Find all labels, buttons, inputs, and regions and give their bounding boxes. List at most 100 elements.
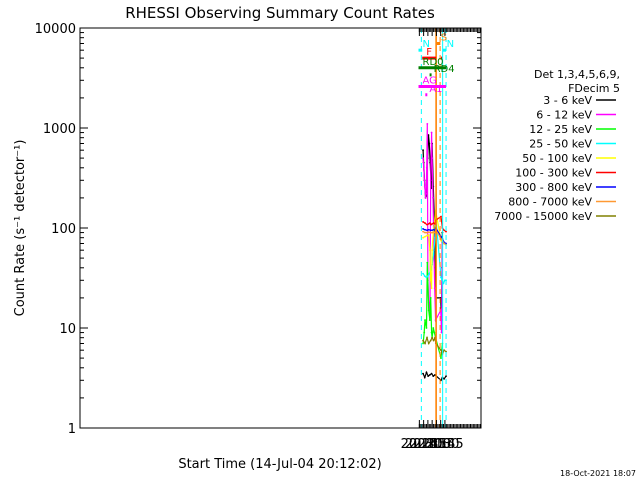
series-point <box>427 231 430 233</box>
series-point <box>425 327 428 329</box>
series-point <box>427 309 430 312</box>
series-point <box>429 339 432 342</box>
series-point <box>443 377 445 380</box>
series-point <box>431 249 434 252</box>
series-point <box>428 319 431 321</box>
series-point <box>424 342 426 345</box>
series-point <box>429 231 432 234</box>
series-point <box>428 373 431 376</box>
flag-label: RD0 <box>423 57 444 68</box>
series-point <box>423 331 426 334</box>
series-point <box>427 342 430 345</box>
series-point <box>431 229 434 232</box>
legend-entry-label: 7000 - 15000 keV <box>494 210 592 223</box>
series-point <box>422 227 424 230</box>
series-point <box>432 375 435 378</box>
legend-entry-label: 25 - 50 keV <box>529 138 592 151</box>
series-point <box>425 166 428 169</box>
series-point <box>429 279 432 282</box>
series-point <box>426 231 428 234</box>
series-point <box>422 236 424 239</box>
legend-entry-label: 100 - 300 keV <box>515 167 592 180</box>
series-point <box>422 372 424 375</box>
series-point <box>424 231 426 234</box>
series-point <box>427 375 430 378</box>
flag-label: N <box>447 39 454 50</box>
series-point <box>424 228 426 231</box>
series-point <box>426 223 428 226</box>
series-point <box>422 230 424 233</box>
series-point <box>430 372 433 375</box>
series-point <box>432 231 435 233</box>
series-point <box>433 287 436 290</box>
series-point <box>432 327 435 329</box>
series-point <box>429 179 432 182</box>
series-point <box>428 272 431 275</box>
y-axis-label: Count Rate (s⁻¹ detector⁻¹) <box>13 140 28 317</box>
axis-layer: 1 10 100 1000 10000 20:1520:3020:4521:0021:15… <box>35 22 481 452</box>
legend: Det 1,3,4,5,6,9,FDecim 53 - 6 keV 6 - 12 … <box>494 68 620 223</box>
series-point <box>432 339 435 342</box>
series-point <box>430 131 433 134</box>
series-point <box>422 342 424 345</box>
series-point <box>422 149 424 152</box>
series-point <box>443 242 445 245</box>
series-point <box>423 185 426 188</box>
x-tick-label: 20:30 <box>405 437 442 452</box>
y-tick-label: 1000 <box>43 122 76 137</box>
x-tick-label: 21:45 <box>426 437 463 452</box>
series-point <box>423 169 425 171</box>
footer-timestamp: 18-Oct-2021 18:07 <box>560 469 636 478</box>
x-tick-label: 21:00 <box>413 437 450 452</box>
flag-label: F <box>426 47 432 58</box>
series-layer <box>422 122 447 382</box>
series-point <box>425 192 428 195</box>
series-point <box>440 276 442 279</box>
y-tick-label: 10 <box>59 322 76 337</box>
series-point <box>429 229 432 232</box>
series-point <box>431 336 434 339</box>
series-point <box>426 261 429 264</box>
series-point <box>428 249 431 252</box>
legend-header: FDecim 5 <box>568 82 620 95</box>
series-point <box>431 222 434 225</box>
series-point <box>426 336 428 339</box>
series-point <box>425 276 428 279</box>
series-point <box>428 222 431 224</box>
series-point <box>424 319 426 321</box>
chart-title: RHESSI Observing Summary Count Rates <box>125 4 435 22</box>
series-point <box>427 234 430 236</box>
legend-entry-label: 800 - 7000 keV <box>508 196 592 209</box>
series-point <box>443 229 445 232</box>
series-point <box>433 331 436 334</box>
series-point <box>427 228 430 231</box>
series-point <box>443 349 445 352</box>
series-point <box>430 331 433 334</box>
series-point <box>422 339 424 342</box>
flag-label: S <box>441 32 447 43</box>
series-point <box>440 357 442 360</box>
legend-entry-label: 3 - 6 keV <box>543 94 592 107</box>
y-tick-label: 10000 <box>35 22 76 37</box>
legend-entry-label: 50 - 100 keV <box>522 152 592 165</box>
series-point <box>424 235 426 238</box>
legend-entry-label: 6 - 12 keV <box>536 109 592 122</box>
flag-label: N <box>423 39 430 50</box>
series-point <box>445 230 447 233</box>
series-point <box>424 222 426 224</box>
series-point <box>440 349 442 352</box>
series-point <box>423 275 426 278</box>
x-tick-label: 20:15 <box>401 437 438 452</box>
series-point <box>440 331 443 334</box>
series-point <box>429 296 432 299</box>
series-point <box>431 157 434 160</box>
series-point <box>430 287 433 290</box>
legend-header: Det 1,3,4,5,6,9, <box>534 68 620 81</box>
series-point <box>445 375 447 378</box>
legend-entry-label: 300 - 800 keV <box>515 181 592 194</box>
series-point <box>426 229 428 232</box>
legend-entry-label: 12 - 25 keV <box>529 123 592 136</box>
y-tick-label: 1 <box>68 422 76 437</box>
series-point <box>432 222 435 224</box>
